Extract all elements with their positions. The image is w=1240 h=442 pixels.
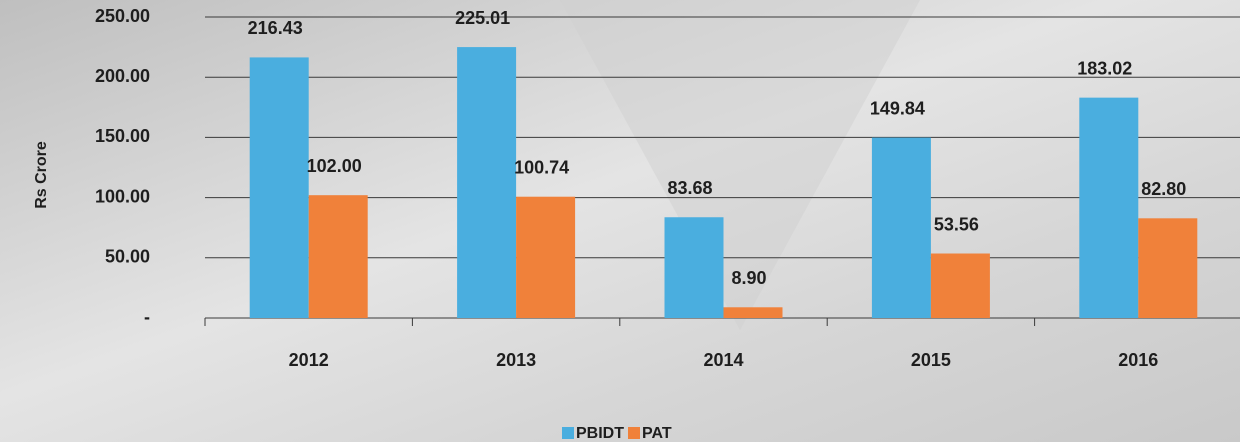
y-axis-label: Rs Crore — [33, 141, 50, 209]
bar — [516, 196, 576, 318]
data-label: 82.80 — [1141, 179, 1186, 199]
legend-swatch — [562, 427, 574, 439]
bar — [723, 307, 783, 318]
y-tick-label: 250.00 — [95, 6, 150, 26]
bar — [1138, 218, 1198, 318]
x-tick-label: 2014 — [703, 350, 743, 370]
bar — [249, 57, 309, 319]
legend-swatch — [628, 427, 640, 439]
data-label: 83.68 — [667, 178, 712, 198]
data-label: 149.84 — [870, 98, 925, 118]
bar — [871, 137, 931, 318]
x-tick-label: 2015 — [911, 350, 951, 370]
data-label: 225.01 — [455, 8, 510, 28]
bar — [308, 195, 368, 318]
x-tick-label: 2013 — [496, 350, 536, 370]
bar — [664, 217, 724, 318]
data-label: 8.90 — [731, 268, 766, 288]
x-tick-label: 2012 — [289, 350, 329, 370]
y-tick-label: 100.00 — [95, 186, 150, 206]
y-tick-label: 50.00 — [105, 247, 150, 267]
bar — [930, 253, 990, 318]
data-label: 216.43 — [248, 18, 303, 38]
y-tick-label: 200.00 — [95, 66, 150, 86]
x-tick-label: 2016 — [1118, 350, 1158, 370]
data-label: 100.74 — [514, 157, 569, 177]
y-tick-label: - — [144, 307, 150, 327]
background-shape — [560, 0, 920, 330]
bar — [1079, 97, 1139, 318]
data-label: 102.00 — [307, 156, 362, 176]
data-label: 53.56 — [934, 214, 979, 234]
legend-label: PAT — [642, 425, 672, 442]
legend-label: PBIDT — [576, 425, 624, 442]
data-label: 183.02 — [1077, 58, 1132, 78]
y-tick-label: 150.00 — [95, 126, 150, 146]
bar — [457, 47, 517, 319]
